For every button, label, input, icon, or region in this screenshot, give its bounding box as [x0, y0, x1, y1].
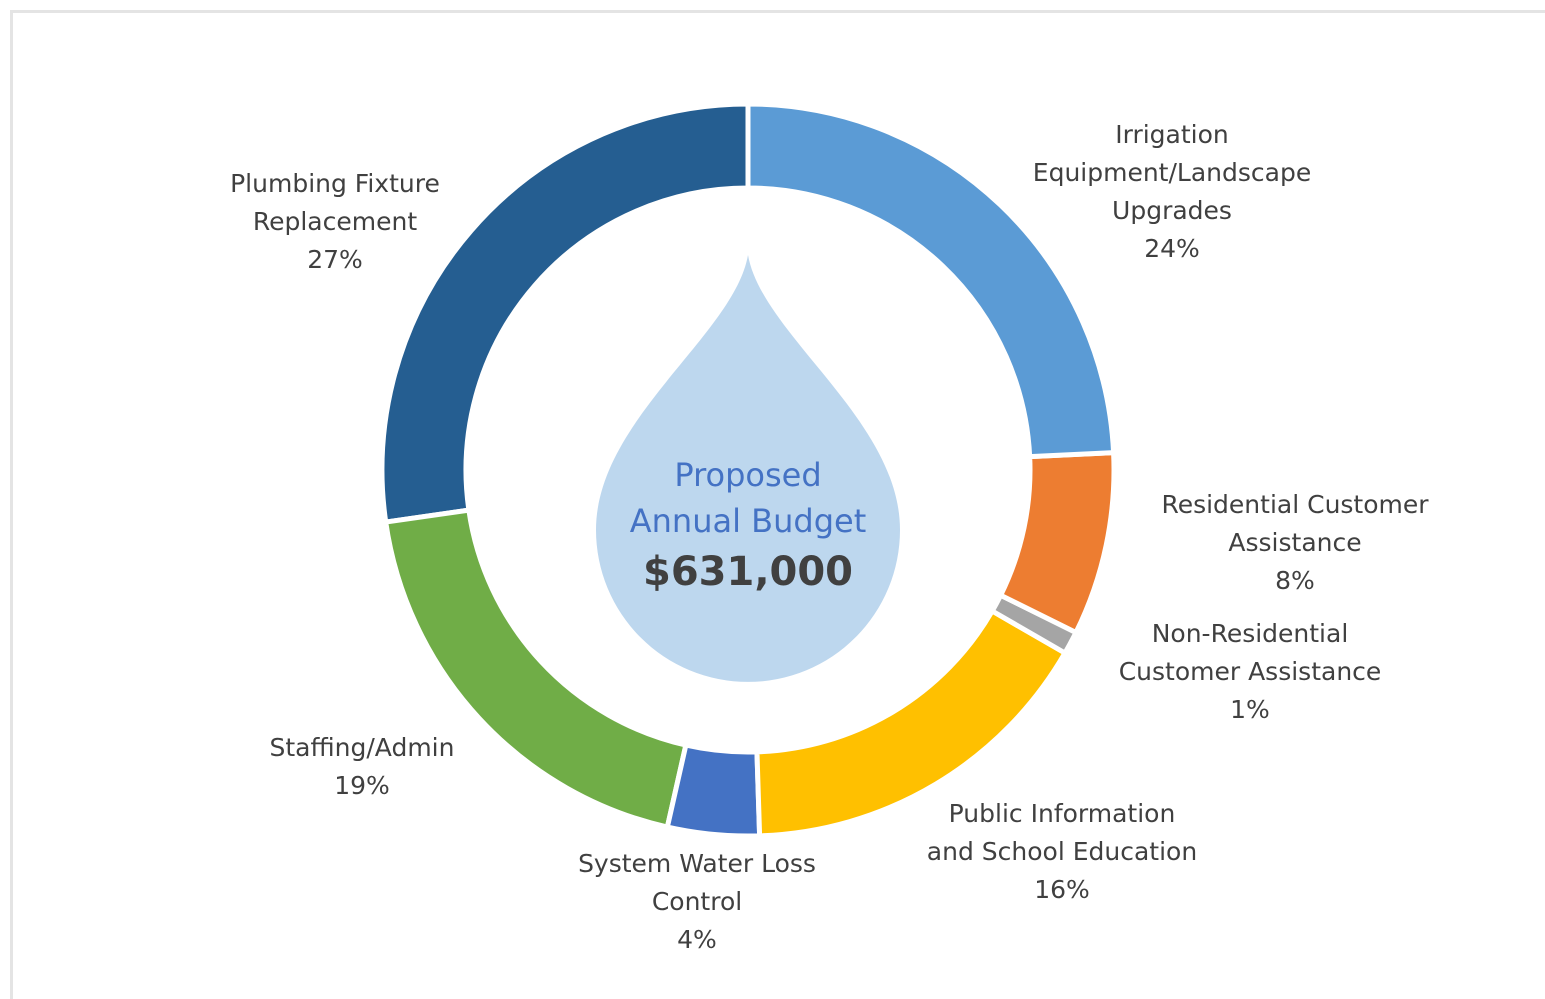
donut-slice	[664, 742, 763, 839]
slice-label: Irrigation Equipment/Landscape Upgrades	[1032, 120, 1312, 225]
slice-label: System Water Loss Control	[578, 849, 816, 916]
donut-slice	[379, 101, 751, 525]
donut-slice	[997, 449, 1117, 636]
slice-label: Public Information and School Education	[926, 799, 1198, 866]
slice-value-label: 8%	[1275, 566, 1315, 595]
slice-label: Residential Customer Assistance	[1161, 490, 1429, 557]
water-drop	[596, 255, 900, 682]
center-title: Proposed Annual Budget	[629, 456, 867, 540]
slice-value-label: 24%	[1144, 234, 1200, 263]
slice-value-label: 16%	[1034, 875, 1090, 904]
slice-value-label: 19%	[334, 771, 390, 800]
donut-slice	[745, 101, 1117, 460]
slice-value-label: 1%	[1230, 695, 1270, 724]
frame	[10, 10, 1545, 999]
slice-label: Staffing/Admin	[269, 733, 455, 762]
donut-slice	[382, 507, 689, 830]
slice-label: Plumbing Fixture Replacement	[230, 169, 440, 236]
slice-label: Non-Residential Customer Assistance	[1118, 619, 1382, 686]
donut-slice	[754, 607, 1069, 839]
slice-value-label: 27%	[307, 245, 363, 274]
center-value: $631,000	[642, 549, 854, 595]
slice-value-label: 4%	[677, 925, 717, 954]
